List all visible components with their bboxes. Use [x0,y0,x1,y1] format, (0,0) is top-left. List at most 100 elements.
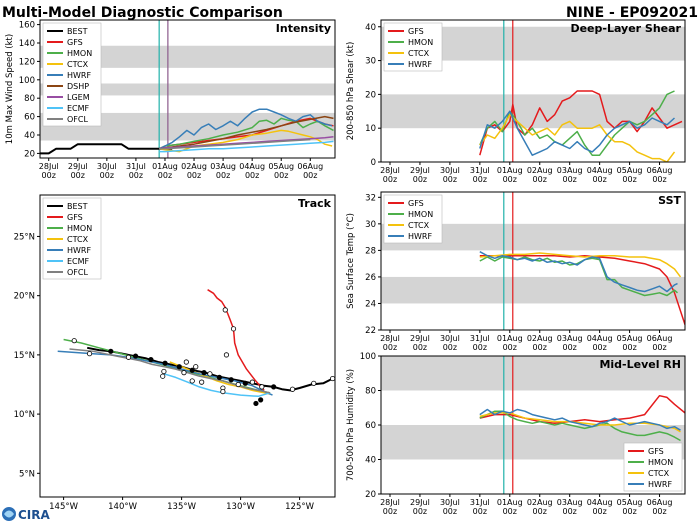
shear-ytick-label: 10 [365,124,376,134]
track-position-marker [189,367,195,373]
intensity-ylabel: 10m Max Wind Speed (kt) [5,34,15,144]
track-position-marker [148,357,154,363]
track-position-marker [222,307,228,313]
shear-xtick-label-date: 31Jul [470,166,490,175]
sst-ytick-label: 28 [365,246,376,256]
track-legend-label-ecmf: ECMF [67,257,90,266]
intensity-series-ofcl [159,138,311,150]
track-legend-label-ctcx: CTCX [67,235,89,244]
sst-xtick-label-hour: 00z [473,343,487,352]
shear-ytick-label: 20 [365,90,376,100]
track-position-marker [207,371,213,377]
sst-legend: GFS HMON CTCX HWRF [383,194,443,244]
track-position-marker [176,364,182,370]
track-xtick-label: 140°W [108,502,137,512]
intensity-ytick-label: 120 [19,57,35,67]
sst-legend-label-hwrf: HWRF [408,232,432,241]
track-position-marker [183,359,189,365]
sst-xtick-label-date: 28Jul [380,334,400,343]
sst-xtick-label-date: 30Jul [440,334,460,343]
track-position-marker [223,352,230,358]
track-position-marker [108,348,114,354]
track-position-marker [193,364,199,370]
track-position-marker [289,386,296,392]
sst-xtick-label-hour: 00z [622,343,636,352]
rh-series-ctcx [479,412,681,433]
shear-legend-label-hwrf: HWRF [408,60,432,69]
track-legend-label-ofcl: OFCL [67,268,88,277]
rh-ytick-label: 60 [365,421,376,431]
sst-legend-label-hmon: HMON [408,210,433,219]
track-position-marker [160,373,166,379]
cira-logo-text: CIRA [18,508,51,522]
sst-legend-label-ctcx: CTCX [408,221,430,230]
sst-frame [380,191,686,331]
rh-xtick-label-date: 04Aug [587,498,613,507]
shear-ytick-label: 30 [365,57,376,67]
track-position-marker [181,370,187,376]
intensity-xtick-label-hour: 00z [71,171,85,180]
intensity-ytick-label: 160 [19,21,35,31]
track-frame [39,194,336,498]
shear-legend: GFS HMON CTCX HWRF [383,22,443,72]
rh-xtick-label-date: 28Jul [380,498,400,507]
track-plot-area [57,289,335,407]
shear-xtick-label-date: 05Aug [617,166,643,175]
intensity-panel: Intensity2040608010012014016028Jul00z29J… [5,19,336,180]
track-xtick-label: 125°W [285,502,314,512]
track-ytick-label: 25°N [14,232,35,242]
shear-frame [380,19,686,163]
intensity-legend-label-ofcl: OFCL [67,115,88,124]
intensity-xtick-label-hour: 00z [216,171,230,180]
rh-series-hmon [479,410,681,442]
intensity-xtick-label-date: 05Aug [268,162,294,171]
track-position-marker [161,368,167,375]
shear-xtick-label-hour: 00z [652,175,666,184]
cira-logo-swirl [4,510,14,518]
sst-xtick-label-date: 03Aug [557,334,583,343]
rh-xtick-label-hour: 00z [443,507,457,516]
track-position-marker [201,370,207,376]
intensity-title: Intensity [276,22,331,35]
rh-legend-label-ctcx: CTCX [648,469,670,478]
rh-series-hwrf [479,408,681,431]
shear-series-hmon [479,90,675,156]
track-legend: BEST GFS HMON CTCX HWRF ECMF OFCL [42,197,102,280]
intensity-series-best [40,143,173,155]
rh-xtick-label-hour: 00z [652,507,666,516]
sst-xtick-label-date: 31Jul [470,334,490,343]
track-position-marker [125,354,132,360]
intensity-xtick-label-date: 01Aug [152,162,178,171]
sst-xtick-label-hour: 00z [443,343,457,352]
intensity-legend-label-hmon: HMON [67,49,92,58]
intensity-xtick-label-date: 30Jul [97,162,117,171]
track-ytick-label: 20°N [14,292,35,302]
intensity-ytick-label: 100 [19,76,35,86]
shear-xtick-label-date: 28Jul [380,166,400,175]
rh-xtick-label-date: 05Aug [617,498,643,507]
shear-xtick-label-date: 30Jul [440,166,460,175]
shear-ytick-label: 0 [371,158,376,168]
figure-title: Multi-Model Diagnostic Comparison [2,5,283,21]
shear-xtick-label-hour: 00z [473,175,487,184]
rh-xtick-label-date: 02Aug [527,498,553,507]
intensity-legend-label-lgem: LGEM [67,93,90,102]
track-position-marker [199,379,205,385]
intensity-ytick-label: 80 [24,94,35,104]
sst-band [381,276,685,304]
sst-title: SST [658,194,681,207]
shear-legend-label-ctcx: CTCX [408,49,430,58]
sst-xtick-label-date: 29Jul [410,334,430,343]
rh-legend-label-hmon: HMON [648,458,673,467]
sst-xtick-label-date: 04Aug [587,334,613,343]
track-position-marker [216,374,222,380]
shear-xtick-label-date: 29Jul [410,166,430,175]
intensity-band [40,45,335,68]
sst-xtick-label-date: 01Aug [497,334,523,343]
track-position-marker [311,380,317,386]
intensity-series-dshp [159,115,334,150]
sst-ytick-label: 32 [365,193,376,203]
track-position-marker [132,353,139,359]
intensity-xtick-label-date: 29Jul [68,162,88,171]
